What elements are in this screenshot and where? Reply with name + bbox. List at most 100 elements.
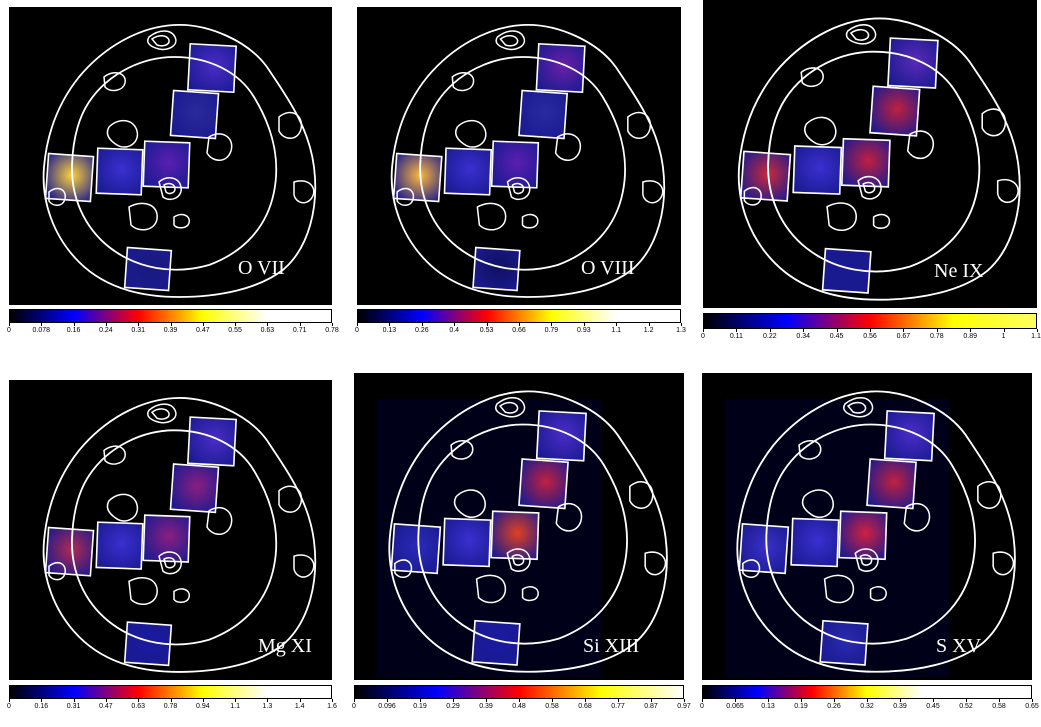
region-box-ne: [186, 416, 238, 467]
contour-line: [495, 30, 526, 51]
colorbar-tick-label: 0.32: [860, 703, 874, 710]
ion-label: Ne IX: [934, 260, 984, 282]
colorbar-tick-label: 0.065: [726, 703, 744, 710]
colorbar-tick-mark: [105, 323, 107, 326]
contour-line: [521, 213, 539, 229]
contour-line: [826, 202, 857, 232]
colorbar-tick-label: 0.67: [896, 333, 911, 340]
colorbar-tick-mark: [966, 699, 967, 702]
region-box-c2: [838, 510, 888, 561]
contour-line: [846, 401, 867, 414]
colorbar-tick-mark: [803, 329, 805, 332]
contour-map: [376, 390, 668, 677]
contour-line: [42, 24, 317, 298]
contour-line: [869, 586, 887, 602]
colorbar: [357, 309, 681, 323]
colorbar-tick-label: 0: [700, 703, 704, 710]
colorbar-tick-label: 0.78: [325, 327, 339, 334]
colorbar-tick-mark: [202, 699, 204, 702]
colorbar-tick-mark: [551, 323, 553, 326]
contour-line: [128, 202, 158, 231]
colorbar-tick-label: 0.34: [796, 333, 810, 340]
contour-line: [450, 439, 474, 460]
contour-line: [842, 396, 874, 418]
emission-map: Mg XI: [9, 380, 332, 680]
contour-line: [644, 551, 667, 576]
colorbar-tick-mark: [354, 699, 355, 702]
colorbar-tick-mark: [735, 699, 736, 702]
colorbar-tick-mark: [486, 323, 488, 326]
region-box-s: [819, 619, 869, 666]
colorbar-tick-label: 0: [7, 703, 11, 710]
colorbar-tick-mark: [453, 699, 454, 702]
contour-line: [48, 561, 66, 581]
emission-map: O VIII: [357, 7, 681, 305]
contour-line: [737, 17, 1021, 301]
colorbar-tick-label: 0.26: [414, 327, 429, 334]
colorbar-tick-label: 0.31: [131, 327, 145, 334]
contour-line: [801, 489, 834, 519]
colorbar-tick-mark: [703, 329, 704, 332]
colorbar-tick-mark: [299, 323, 301, 326]
contour-line: [103, 72, 126, 92]
colorbar-tick-label: 0.29: [446, 703, 460, 710]
colorbar-tick-label: 0.58: [545, 703, 559, 710]
ion-label: O VIII: [581, 257, 635, 279]
colorbar-tick-mark: [332, 699, 333, 702]
colorbar-tick-label: 0.13: [382, 327, 397, 334]
contour-line: [857, 175, 882, 200]
region-box-w: [738, 523, 790, 575]
region-box-mid: [869, 85, 921, 137]
colorbar-tick-label: 0.93: [576, 327, 591, 334]
region-box-ne: [535, 42, 586, 94]
region-box-c1: [443, 147, 493, 196]
colorbar-tick-mark: [936, 329, 938, 332]
colorbar-tick-label: 0.19: [794, 703, 808, 710]
colorbar-tick-mark: [616, 323, 618, 326]
region-box-c1: [95, 521, 144, 570]
colorbar-tick-mark: [73, 323, 75, 326]
colorbar-tick-label: 0.47: [195, 327, 210, 334]
colorbar-tick-mark: [999, 699, 1000, 702]
contour-line: [743, 186, 762, 206]
contour-line: [977, 481, 1002, 509]
colorbar-tick-label: 1.1: [230, 703, 240, 710]
colorbar-tick-label: 0.53: [479, 327, 494, 334]
colorbar-tick-label: 1.2: [643, 327, 654, 334]
contour-line: [629, 481, 654, 509]
ion-label: O VII: [238, 257, 285, 279]
contour-line: [494, 396, 526, 418]
contour-line: [903, 502, 931, 532]
contour-line: [71, 429, 278, 646]
contour-line: [396, 187, 415, 206]
contour-line: [767, 50, 981, 273]
colorbar-tick-mark: [769, 329, 771, 332]
colorbar-tick-label: 0.97: [677, 703, 691, 710]
contour-line: [158, 551, 182, 575]
colorbar-tick-mark: [684, 699, 685, 702]
colorbar-tick-mark: [519, 323, 520, 326]
colorbar-tick-label: 0.71: [292, 327, 307, 334]
region-box-c2: [142, 140, 191, 189]
region-box-ne: [887, 37, 939, 89]
contour-line: [845, 24, 877, 45]
colorbar-tick-label: 0.68: [578, 703, 592, 710]
colorbar-tick-mark: [41, 323, 43, 326]
contour-line: [163, 182, 176, 195]
contour-line: [390, 24, 666, 298]
region-box-c1: [792, 145, 843, 195]
colorbar-tick-label: 0.89: [963, 333, 977, 340]
contour-line: [859, 554, 873, 566]
contour-line: [419, 56, 626, 271]
colorbar: [9, 309, 332, 323]
contour-line: [506, 548, 531, 572]
emission-map: S XV: [702, 373, 1032, 680]
colorbar-tick-mark: [9, 323, 10, 326]
colorbar-tick-label: 0.65: [1025, 703, 1039, 710]
region-box-c2: [142, 514, 191, 563]
colorbar-tick-label: 0.52: [959, 703, 973, 710]
colorbar-tick-mark: [299, 699, 301, 702]
colorbar-tick-label: 0.55: [228, 327, 242, 334]
colorbar-tick-label: 1.6: [327, 703, 337, 710]
contour-line: [511, 182, 525, 195]
